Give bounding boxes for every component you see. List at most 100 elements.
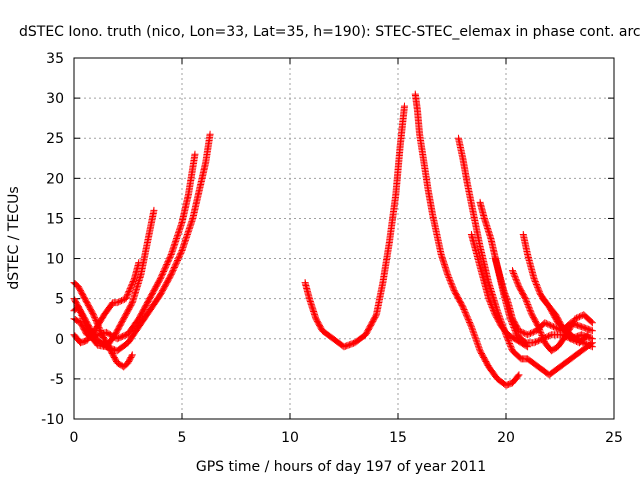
- x-tick-label: 0: [70, 430, 79, 446]
- data-point: [516, 327, 524, 335]
- data-point: [485, 296, 493, 304]
- data-point: [465, 317, 473, 325]
- y-tick-label: 30: [46, 91, 64, 107]
- data-point: [511, 272, 519, 280]
- data-point: [544, 332, 552, 340]
- data-point: [448, 281, 456, 289]
- data-point: [449, 284, 457, 292]
- data-point: [113, 299, 121, 307]
- data-point: [584, 341, 592, 349]
- data-point: [466, 318, 474, 326]
- series-arc-5: [70, 130, 214, 355]
- data-point: [469, 327, 477, 335]
- data-point: [124, 289, 132, 297]
- data-point: [446, 276, 454, 284]
- data-point: [506, 341, 514, 349]
- data-point: [524, 301, 532, 309]
- data-point: [532, 280, 540, 288]
- data-point: [531, 278, 539, 286]
- data-point: [167, 252, 175, 260]
- data-point: [574, 313, 582, 321]
- data-point: [513, 278, 521, 286]
- y-tick-label: 35: [46, 51, 64, 67]
- data-point: [123, 292, 131, 300]
- data-point: [463, 313, 471, 321]
- data-point: [116, 297, 124, 305]
- data-point: [587, 334, 595, 342]
- data-point: [540, 336, 548, 344]
- data-point: [515, 327, 523, 335]
- data-point: [474, 341, 482, 349]
- data-point: [535, 286, 543, 294]
- data-point: [541, 319, 549, 327]
- x-axis-label: GPS time / hours of day 197 of year 2011: [196, 459, 486, 475]
- x-tick-label: 25: [605, 430, 623, 446]
- data-point: [533, 337, 541, 345]
- data-point: [460, 306, 468, 314]
- data-point: [587, 326, 595, 334]
- series-arc-6: [301, 102, 408, 351]
- data-point: [444, 271, 452, 279]
- data-point: [508, 267, 516, 275]
- series-arc-14: [539, 295, 592, 347]
- data-point: [501, 290, 509, 298]
- data-point: [510, 270, 518, 278]
- data-point: [551, 323, 559, 331]
- data-point: [538, 331, 546, 339]
- y-tick-label: 0: [55, 332, 64, 348]
- data-point: [535, 288, 543, 296]
- data-point: [445, 274, 453, 282]
- data-point: [584, 331, 592, 339]
- data-point: [537, 329, 545, 337]
- data-point: [506, 340, 514, 348]
- data-point: [552, 324, 560, 332]
- data-point: [128, 352, 136, 360]
- data-point: [472, 336, 480, 344]
- data-point: [515, 371, 523, 379]
- data-point: [470, 329, 478, 337]
- data-point: [467, 321, 475, 329]
- data-point: [128, 280, 136, 288]
- data-point: [118, 297, 126, 305]
- data-point: [529, 328, 537, 336]
- chart-title: dSTEC Iono. truth (nico, Lon=33, Lat=35,…: [19, 24, 640, 40]
- data-point: [521, 295, 529, 303]
- data-point: [526, 329, 534, 337]
- data-point: [537, 330, 545, 338]
- data-point: [522, 296, 530, 304]
- data-point: [464, 314, 472, 322]
- data-point: [510, 271, 518, 279]
- data-point: [504, 297, 512, 305]
- data-point: [550, 323, 558, 331]
- data-point: [524, 331, 532, 339]
- data-point: [527, 308, 535, 316]
- x-tick-label: 10: [281, 430, 299, 446]
- data-point: [489, 305, 497, 313]
- y-tick-label: -5: [50, 372, 64, 388]
- series-arc-13: [508, 267, 596, 355]
- data-point: [507, 342, 515, 350]
- data-point: [570, 336, 578, 344]
- data-point: [487, 301, 495, 309]
- data-points: [70, 90, 596, 389]
- data-point: [532, 279, 540, 287]
- data-point: [400, 102, 408, 110]
- data-point: [530, 275, 538, 283]
- data-point: [490, 308, 498, 316]
- data-point: [505, 338, 513, 346]
- data-point: [509, 268, 517, 276]
- data-point: [588, 343, 596, 351]
- x-tick-label: 5: [178, 430, 187, 446]
- data-point: [525, 303, 533, 311]
- axis-ticks: 0 5 10 15 20 25 -10 -5 0 5 10 15 20 25 30 35: [41, 51, 623, 446]
- data-point: [128, 351, 136, 359]
- series-arc-8: [454, 134, 596, 379]
- data-point: [548, 322, 556, 330]
- series-arc-7: [411, 90, 523, 389]
- y-tick-label: 10: [46, 252, 64, 268]
- data-point: [463, 311, 471, 319]
- data-point: [127, 283, 135, 291]
- data-point: [583, 332, 591, 340]
- data-point: [488, 302, 496, 310]
